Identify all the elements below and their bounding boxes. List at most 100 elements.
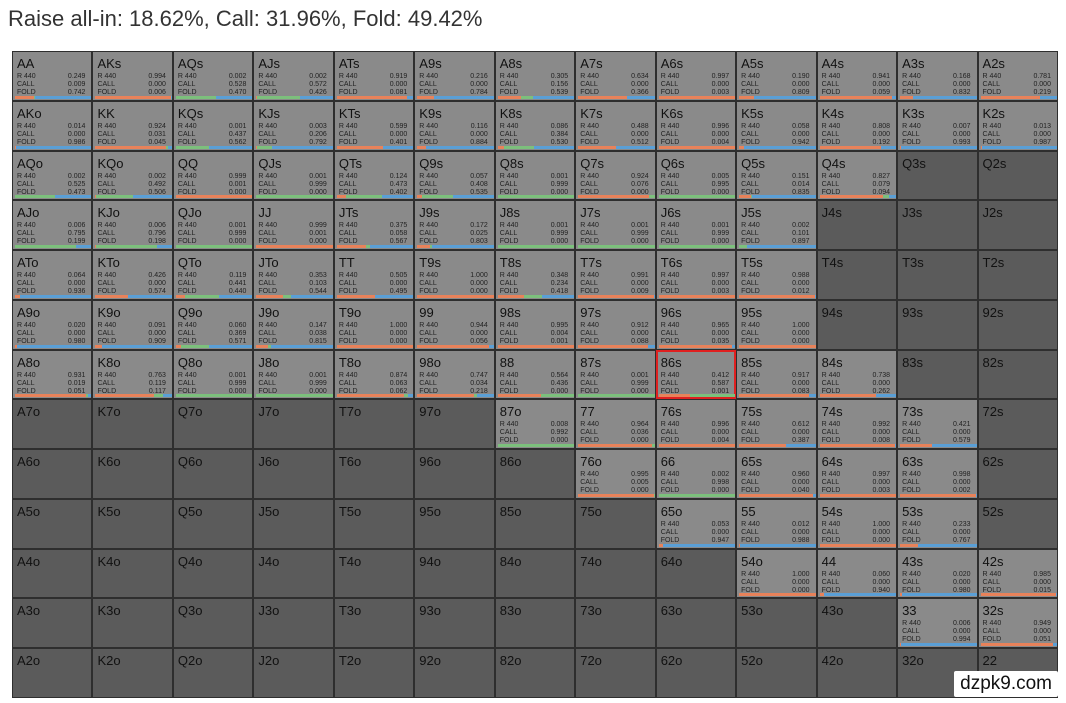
stat-value: 0.003 <box>711 288 730 296</box>
hand-cell: 87s R 440 0.001 CALL 0.999 FOLD 0.000 <box>575 349 656 400</box>
hand-cell: K5o <box>92 498 173 549</box>
stat-label: CALL <box>258 379 276 387</box>
stat-label: CALL <box>741 230 759 238</box>
frequency-bar <box>615 145 655 149</box>
hand-label: A7o <box>17 404 41 420</box>
stat-label: CALL <box>97 81 115 88</box>
stat-row: CALL 0.999 <box>178 230 246 238</box>
stat-value: 0.012 <box>792 520 810 528</box>
stat-value: 0.000 <box>1033 130 1051 138</box>
stat-value: 0.000 <box>550 238 569 246</box>
stat-label: FOLD <box>741 487 760 495</box>
stat-value: 0.994 <box>148 73 166 80</box>
frequency-bar <box>407 95 414 99</box>
stat-value: 0.996 <box>711 122 730 130</box>
stat-label: R 440 <box>177 321 197 329</box>
hand-label: K6o <box>97 454 121 470</box>
hand-cell: 53s R 440 0.233 CALL 0.000 FOLD 0.767 <box>897 498 978 549</box>
stat-row: FOLD 0.009 <box>580 288 648 296</box>
stat-row: CALL 0.000 <box>17 131 85 139</box>
hand-label: 87s <box>580 354 602 370</box>
hand-label: 97s <box>580 304 602 320</box>
stat-label: FOLD <box>258 337 278 345</box>
stat-value: 0.995 <box>550 321 569 329</box>
stat-row: CALL 0.000 <box>339 81 407 89</box>
hand-label: KTo <box>97 255 120 271</box>
hand-label: 65o <box>660 503 683 519</box>
stat-value: 0.000 <box>872 536 891 544</box>
hand-cell: Q3o <box>172 598 254 649</box>
stat-value: 0.366 <box>631 89 649 96</box>
stat-label: CALL <box>580 130 598 138</box>
hand-label: 96s <box>660 304 682 320</box>
frequency-bar <box>1055 593 1057 597</box>
stat-label: CALL <box>741 81 759 88</box>
stat-row: R 440 0.999 <box>178 173 246 181</box>
hand-cell: 43s R 440 0.020 CALL 0.000 FOLD 0.980 <box>897 548 978 599</box>
stat-label: FOLD <box>902 586 921 594</box>
stat-label: R 440 <box>17 272 36 280</box>
stat-value: 0.000 <box>792 81 810 88</box>
stat-row: FOLD 0.000 <box>500 437 568 445</box>
stat-row: CALL 0.384 <box>500 131 568 139</box>
stat-value: 0.234 <box>550 280 569 288</box>
hand-label: 44 <box>821 553 837 569</box>
stat-value: 0.006 <box>148 89 166 96</box>
stat-row: R 440 0.996 <box>661 123 729 131</box>
stat-value: 0.426 <box>309 89 327 96</box>
frequency-bar <box>176 95 217 99</box>
frequency-bar <box>658 394 691 398</box>
hand-cell: K4o <box>92 548 173 599</box>
frequency-bar <box>128 294 172 298</box>
stat-row: R 440 0.599 <box>339 123 407 131</box>
stat-value: 0.000 <box>67 130 86 138</box>
hand-cell: Q5s R 440 0.151 CALL 0.014 FOLD 0.835 <box>736 150 817 201</box>
stat-value: 0.006 <box>952 620 971 628</box>
stat-label: FOLD <box>177 288 197 296</box>
stat-row: FOLD 0.988 <box>741 537 809 545</box>
stat-row: CALL 0.000 <box>983 131 1051 139</box>
stat-value: 0.198 <box>148 238 166 246</box>
hand-label: Q5o <box>177 503 203 519</box>
stat-row: CALL 0.000 <box>339 131 407 139</box>
stat-row: FOLD 0.535 <box>419 189 487 197</box>
stat-row: FOLD 0.051 <box>983 636 1051 644</box>
stat-label: FOLD <box>177 387 197 395</box>
stat-label: CALL <box>499 379 518 387</box>
hand-label: Q3s <box>902 155 926 171</box>
stat-label: FOLD <box>258 138 278 146</box>
frequency-bar <box>477 394 494 398</box>
stat-label: CALL <box>821 180 840 188</box>
stat-row: FOLD 0.544 <box>258 288 326 296</box>
hand-label: 63o <box>660 603 683 619</box>
stat-value: 0.000 <box>470 81 488 88</box>
stat-label: FOLD <box>580 288 599 296</box>
stat-value: 0.000 <box>631 437 649 445</box>
frequency-bar <box>432 245 494 249</box>
hand-cell: K4s R 440 0.808 CALL 0.000 FOLD 0.192 <box>816 100 898 151</box>
stat-row: R 440 0.763 <box>97 372 165 380</box>
stat-row: FOLD 0.980 <box>902 587 970 595</box>
frequency-bar <box>900 593 902 597</box>
stat-row: CALL 0.000 <box>902 628 970 636</box>
stat-label: R 440 <box>419 222 438 230</box>
stat-row: CALL 0.587 <box>661 380 729 388</box>
stat-label: CALL <box>419 379 437 387</box>
stat-row: CALL 0.000 <box>822 529 890 537</box>
stat-row: R 440 0.006 <box>902 620 970 628</box>
stat-value: 0.000 <box>711 429 730 437</box>
stat-value: 0.353 <box>309 272 327 280</box>
hand-cell: AA R 440 0.249 CALL 0.009 FOLD 0.742 <box>12 51 93 101</box>
stat-row: R 440 0.997 <box>822 471 890 479</box>
stat-label: CALL <box>338 130 357 138</box>
frequency-bar <box>658 294 735 298</box>
stat-value: 0.008 <box>550 421 569 429</box>
stat-label: CALL <box>258 280 276 288</box>
stat-value: 0.000 <box>631 238 649 246</box>
stat-value: 0.045 <box>148 138 166 146</box>
frequency-bar <box>382 195 414 199</box>
stat-label: R 440 <box>660 222 680 230</box>
stat-label: CALL <box>821 528 840 536</box>
stat-value: 0.000 <box>228 188 247 196</box>
hand-label: J5o <box>258 503 280 519</box>
